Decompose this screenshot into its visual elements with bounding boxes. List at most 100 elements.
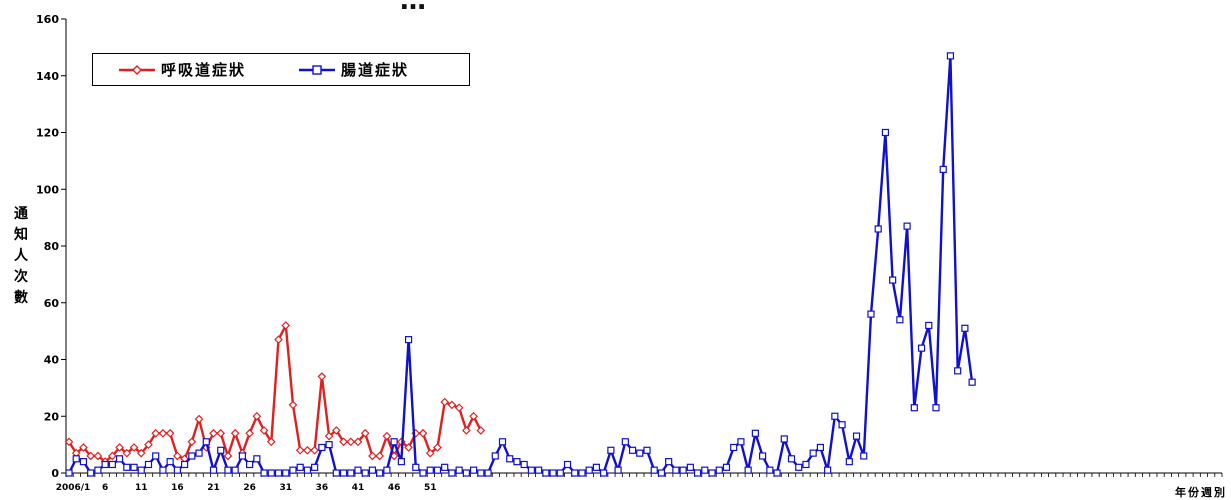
- data-point-respiratory: [353, 437, 363, 447]
- data-point-enteric: [737, 438, 745, 446]
- legend-item-respiratory: 呼吸道症狀: [119, 54, 246, 85]
- data-point-enteric: [939, 165, 947, 173]
- data-point-enteric: [72, 455, 80, 463]
- data-point-enteric: [152, 452, 160, 460]
- data-point-respiratory: [368, 451, 377, 461]
- data-point-enteric: [318, 443, 326, 452]
- legend-item-enteric: 腸道症狀: [299, 54, 409, 85]
- data-point-enteric: [311, 463, 319, 471]
- data-point-enteric: [202, 438, 210, 446]
- data-point-enteric: [217, 446, 225, 454]
- legend-label-enteric: 腸道症狀: [341, 61, 410, 79]
- data-point-enteric: [332, 469, 340, 477]
- series-line-0: [67, 324, 482, 463]
- data-point-enteric: [246, 460, 254, 469]
- data-point-enteric: [527, 466, 536, 474]
- data-point-enteric: [816, 443, 825, 452]
- data-point-enteric: [708, 469, 716, 477]
- data-point-enteric: [419, 469, 427, 477]
- data-point-enteric: [563, 460, 572, 469]
- data-point-enteric: [376, 469, 384, 477]
- data-point-enteric: [600, 469, 608, 477]
- data-point-enteric: [195, 449, 203, 457]
- data-point-respiratory: [375, 451, 385, 461]
- data-point-enteric: [881, 128, 890, 137]
- data-point-enteric: [79, 458, 88, 466]
- data-point-enteric: [347, 469, 355, 477]
- data-point-enteric: [267, 469, 275, 477]
- data-point-enteric: [477, 469, 485, 477]
- y-tick-label: 140: [36, 70, 59, 83]
- data-point-enteric: [715, 466, 723, 474]
- data-point-enteric: [404, 336, 413, 344]
- data-point-enteric: [506, 455, 514, 463]
- data-point-enteric: [766, 466, 774, 474]
- data-point-enteric: [592, 463, 601, 471]
- y-tick-label: 0: [51, 467, 59, 480]
- data-point-enteric: [282, 469, 290, 477]
- data-point-respiratory: [223, 451, 233, 461]
- data-point-enteric: [701, 466, 709, 474]
- x-tick-label: 26: [243, 483, 256, 493]
- data-point-enteric: [693, 469, 702, 477]
- data-point-enteric: [108, 460, 116, 469]
- data-point-enteric: [455, 466, 463, 474]
- data-point-respiratory: [310, 445, 319, 455]
- data-point-enteric: [925, 321, 933, 330]
- x-tick-label: 11: [135, 483, 148, 493]
- data-point-respiratory: [433, 443, 442, 452]
- data-point-enteric: [166, 458, 174, 466]
- data-point-respiratory: [317, 372, 327, 381]
- data-point-respiratory: [418, 428, 428, 438]
- x-tick-label: 36: [316, 483, 329, 493]
- y-tick-label: 20: [44, 410, 60, 423]
- data-point-enteric: [412, 463, 420, 471]
- x-tick-label: 46: [388, 483, 401, 493]
- data-point-enteric: [137, 466, 145, 474]
- data-point-respiratory: [346, 437, 356, 447]
- data-point-enteric: [209, 466, 218, 474]
- data-point-respiratory: [209, 428, 218, 438]
- data-point-enteric: [303, 466, 312, 474]
- data-point-enteric: [860, 452, 868, 460]
- data-point-enteric: [917, 344, 926, 352]
- series-line-1: [67, 54, 974, 475]
- data-point-respiratory: [194, 414, 204, 424]
- data-point-enteric: [433, 466, 442, 474]
- data-point-enteric: [491, 452, 499, 460]
- data-point-respiratory: [151, 428, 161, 438]
- data-point-enteric: [390, 438, 398, 446]
- x-tick-label: 41: [352, 483, 365, 493]
- data-point-enteric: [542, 469, 550, 477]
- y-tick-label: 120: [36, 127, 59, 140]
- data-point-respiratory: [93, 451, 103, 461]
- data-point-enteric: [657, 469, 666, 477]
- data-point-respiratory: [281, 321, 291, 330]
- data-point-respiratory: [165, 428, 175, 438]
- data-point-enteric: [614, 466, 622, 474]
- data-point-enteric: [238, 452, 246, 460]
- data-point-enteric: [339, 469, 348, 477]
- data-point-enteric: [636, 449, 644, 457]
- data-point-respiratory: [158, 428, 168, 438]
- data-point-enteric: [462, 469, 470, 477]
- data-point-respiratory: [382, 431, 392, 441]
- data-point-enteric: [946, 52, 955, 60]
- data-point-enteric: [672, 466, 680, 474]
- data-point-respiratory: [129, 443, 139, 452]
- data-point-enteric: [787, 455, 796, 463]
- data-point-enteric: [470, 466, 478, 474]
- data-point-respiratory: [173, 451, 182, 461]
- data-point-enteric: [730, 443, 738, 452]
- data-point-respiratory: [324, 431, 334, 441]
- data-point-enteric: [607, 446, 615, 454]
- data-point-enteric: [289, 466, 297, 474]
- x-tick-label: 6: [102, 483, 108, 493]
- data-point-enteric: [397, 458, 405, 466]
- y-tick-label: 60: [44, 297, 60, 310]
- data-point-enteric: [101, 460, 109, 469]
- data-point-enteric: [65, 469, 73, 477]
- data-point-enteric: [650, 466, 658, 474]
- data-point-enteric: [665, 458, 673, 466]
- data-point-enteric: [253, 455, 261, 463]
